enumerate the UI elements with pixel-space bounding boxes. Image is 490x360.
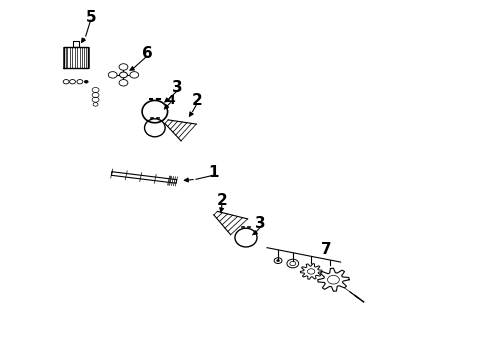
Text: 4: 4	[166, 94, 175, 107]
Text: 2: 2	[192, 93, 202, 108]
Polygon shape	[63, 47, 66, 68]
Polygon shape	[214, 211, 247, 235]
Circle shape	[84, 80, 88, 83]
Circle shape	[119, 64, 128, 70]
Text: 7: 7	[320, 242, 331, 257]
Polygon shape	[111, 172, 177, 183]
Text: 5: 5	[85, 10, 96, 25]
Circle shape	[120, 72, 127, 78]
Polygon shape	[165, 120, 196, 141]
Polygon shape	[77, 47, 80, 68]
Text: 3: 3	[255, 216, 266, 231]
Polygon shape	[68, 47, 71, 68]
Circle shape	[108, 72, 117, 78]
Polygon shape	[300, 264, 322, 279]
Polygon shape	[86, 47, 89, 68]
Text: 6: 6	[142, 46, 152, 61]
Circle shape	[276, 260, 280, 262]
Polygon shape	[72, 47, 75, 68]
Text: 1: 1	[208, 165, 219, 180]
Text: 2: 2	[217, 193, 227, 208]
Polygon shape	[318, 268, 349, 291]
Circle shape	[119, 80, 128, 86]
Text: 3: 3	[172, 80, 183, 95]
Circle shape	[130, 72, 139, 78]
Polygon shape	[81, 47, 84, 68]
